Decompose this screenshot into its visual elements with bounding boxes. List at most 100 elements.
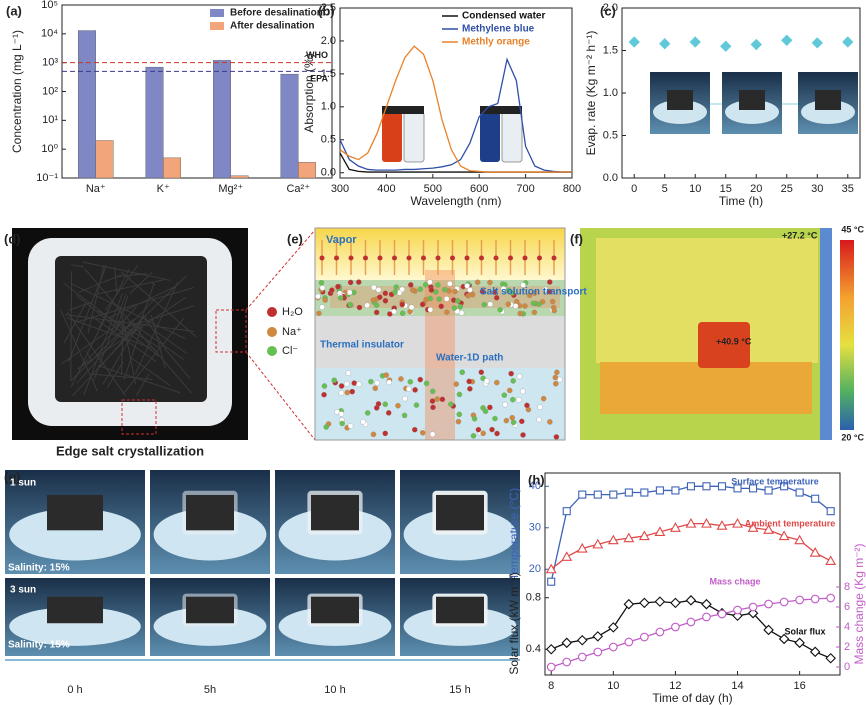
ion <box>406 386 412 392</box>
x-tick-label: Na⁺ <box>86 183 106 195</box>
legend-label: Methly orange <box>462 37 530 48</box>
photo-disc <box>801 100 855 124</box>
bar <box>145 66 164 179</box>
ion <box>385 410 392 416</box>
ion <box>516 397 522 403</box>
water <box>315 368 565 440</box>
marker <box>825 652 836 664</box>
ion <box>373 405 380 411</box>
legend-dot <box>267 346 277 356</box>
texture <box>75 294 129 339</box>
bar <box>163 157 181 179</box>
bar <box>95 140 114 179</box>
marker <box>671 622 680 632</box>
ion <box>430 404 436 411</box>
x-tick-label: K⁺ <box>157 183 170 195</box>
series-label: Ambient temperature <box>745 518 836 528</box>
ion <box>467 287 473 293</box>
ion <box>444 309 450 315</box>
y2-tick-label: 0 <box>844 661 850 673</box>
vial <box>501 111 523 163</box>
ion <box>509 290 516 296</box>
legend-label: After desalination <box>230 21 314 32</box>
ion <box>356 304 363 311</box>
texture <box>85 350 94 363</box>
ion <box>382 430 388 437</box>
ion <box>456 391 463 398</box>
plot-frame <box>339 7 573 179</box>
marker <box>593 647 603 657</box>
marker <box>811 494 820 503</box>
ion <box>375 287 382 293</box>
marker <box>578 490 587 499</box>
marker <box>608 642 618 652</box>
ion <box>442 286 448 293</box>
texture <box>129 356 171 386</box>
texture <box>121 312 137 385</box>
ion <box>427 306 434 313</box>
marker <box>795 595 804 605</box>
ion <box>412 387 418 393</box>
ion <box>351 380 357 386</box>
texture <box>115 295 129 332</box>
ion <box>392 289 398 295</box>
ion <box>347 301 353 308</box>
texture <box>152 328 188 354</box>
ion <box>487 279 493 286</box>
texture <box>106 361 124 388</box>
marker <box>685 518 697 528</box>
ion <box>480 430 486 437</box>
ion <box>329 287 335 293</box>
bar <box>298 162 316 179</box>
ion <box>552 374 559 381</box>
photo-sample <box>739 90 765 110</box>
marker <box>592 538 604 549</box>
time-label: 5h <box>204 684 216 696</box>
ion <box>408 282 414 288</box>
ion <box>417 286 424 292</box>
ion <box>474 279 481 285</box>
marker <box>763 524 775 534</box>
ion <box>520 432 526 438</box>
ion <box>323 424 329 430</box>
panel-label: (e) <box>287 231 303 246</box>
molecule <box>464 255 470 261</box>
vial-cap <box>382 106 424 114</box>
photo-disc <box>9 606 141 646</box>
marker <box>732 518 743 528</box>
ion <box>427 279 433 285</box>
ion <box>382 297 389 304</box>
x-tick-label: 14 <box>731 680 743 692</box>
ion <box>448 401 454 407</box>
marker <box>669 522 681 532</box>
legend-swatch <box>210 9 224 17</box>
molecule <box>377 255 383 261</box>
marker <box>748 602 758 612</box>
x-tick-label: Ca²⁺ <box>286 183 310 195</box>
legend-label: Cl⁻ <box>282 345 298 357</box>
panel-label: (c) <box>600 3 616 18</box>
ion <box>479 288 486 295</box>
texture <box>151 282 156 286</box>
x-tick-label: 12 <box>669 680 681 692</box>
ion <box>531 290 538 296</box>
caption: Edge salt crystallization <box>56 443 204 458</box>
marker <box>561 637 573 649</box>
marker <box>733 484 742 493</box>
x-tick-label: 600 <box>470 183 488 195</box>
ion <box>492 289 498 295</box>
panel-label: (a) <box>6 3 22 18</box>
y-tick-label: 1.0 <box>603 87 618 99</box>
x-tick-label: 5 <box>662 183 668 195</box>
texture <box>123 325 143 380</box>
x-tick-label: 10 <box>607 680 619 692</box>
legend-label: Na⁺ <box>282 326 302 338</box>
ion <box>402 395 408 402</box>
marker <box>659 38 671 50</box>
x-tick-label: 0 <box>631 183 637 195</box>
ion <box>443 296 450 302</box>
ion <box>505 287 512 293</box>
marker <box>778 530 790 541</box>
x-axis-label: Wavelength (nm) <box>411 194 502 208</box>
